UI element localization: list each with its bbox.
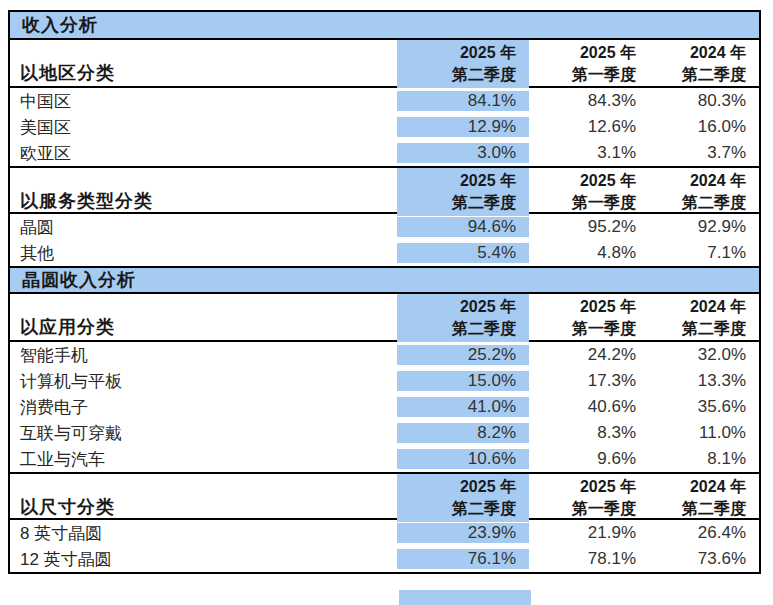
column-header-2025-q2: 2025 年 第二季度 [397, 294, 529, 342]
value-cell: 16.0% [649, 117, 759, 137]
row-label: 互联与可穿戴 [10, 422, 397, 445]
column-header-2025-q1: 2025 年 第一季度 [529, 474, 649, 522]
row-label: 中国区 [10, 90, 397, 113]
row-label: 工业与汽车 [10, 448, 397, 471]
value-cell: 5.4% [397, 243, 529, 263]
table-row: 智能手机 25.2% 24.2% 32.0% [10, 342, 759, 368]
table-row: 晶圆 94.6% 95.2% 92.9% [10, 214, 759, 240]
value-cell: 10.6% [397, 449, 529, 469]
revenue-analysis-table: 收入分析 以地区分类 2025 年 第二季度 2025 年 第一季度 2024 … [8, 10, 761, 574]
value-cell: 23.9% [397, 523, 529, 543]
column-header-2024-q2: 2024 年 第二季度 [649, 474, 759, 522]
value-cell: 9.6% [529, 449, 649, 469]
value-cell: 95.2% [529, 217, 649, 237]
value-cell: 3.1% [529, 143, 649, 163]
column-header-2025-q2: 2025 年 第二季度 [397, 40, 529, 88]
row-label: 计算机与平板 [10, 370, 397, 393]
report-page: 收入分析 以地区分类 2025 年 第二季度 2025 年 第一季度 2024 … [0, 0, 773, 605]
column-header-2025-q1: 2025 年 第一季度 [529, 40, 649, 88]
table-row: 消费电子 41.0% 40.6% 35.6% [10, 394, 759, 420]
section-band-wafer-revenue: 晶圆收入分析 [10, 266, 759, 294]
value-cell: 25.2% [397, 345, 529, 365]
row-label: 其他 [10, 242, 397, 265]
row-label: 晶圆 [10, 216, 397, 239]
group-header-row-region: 以地区分类 2025 年 第二季度 2025 年 第一季度 2024 年 第二季… [10, 40, 759, 88]
value-cell: 41.0% [397, 397, 529, 417]
value-cell: 76.1% [397, 549, 529, 569]
value-cell: 92.9% [649, 217, 759, 237]
column-header-2025-q2: 2025 年 第二季度 [397, 474, 529, 522]
section-band-revenue: 收入分析 [10, 12, 759, 40]
value-cell: 3.0% [397, 143, 529, 163]
column-header-2024-q2: 2024 年 第二季度 [649, 294, 759, 342]
table-row: 欧亚区 3.0% 3.1% 3.7% [10, 140, 759, 166]
column-header-2025-q2: 2025 年 第二季度 [397, 168, 529, 216]
value-cell: 32.0% [649, 345, 759, 365]
value-cell: 13.3% [649, 371, 759, 391]
value-cell: 26.4% [649, 523, 759, 543]
value-cell: 15.0% [397, 371, 529, 391]
group-header-row-service-type: 以服务类型分类 2025 年 第二季度 2025 年 第一季度 2024 年 第… [10, 166, 759, 214]
value-cell: 80.3% [649, 91, 759, 111]
value-cell: 17.3% [529, 371, 649, 391]
group-title-size: 以尺寸分类 [10, 495, 397, 522]
table-row: 互联与可穿戴 8.2% 8.3% 11.0% [10, 420, 759, 446]
value-cell: 4.8% [529, 243, 649, 263]
table-row: 8 英寸晶圆 23.9% 21.9% 26.4% [10, 520, 759, 546]
value-cell: 8.1% [649, 449, 759, 469]
column-header-2025-q1: 2025 年 第一季度 [529, 294, 649, 342]
table-row: 12 英寸晶圆 76.1% 78.1% 73.6% [10, 546, 759, 572]
group-title-region: 以地区分类 [10, 61, 397, 88]
column-header-2024-q2: 2024 年 第二季度 [649, 40, 759, 88]
row-label: 智能手机 [10, 344, 397, 367]
row-label: 12 英寸晶圆 [10, 548, 397, 571]
section-title: 收入分析 [22, 13, 98, 37]
table-row: 其他 5.4% 4.8% 7.1% [10, 240, 759, 266]
group-header-row-size: 以尺寸分类 2025 年 第二季度 2025 年 第一季度 2024 年 第二季… [10, 472, 759, 520]
value-cell: 40.6% [529, 397, 649, 417]
table-row: 计算机与平板 15.0% 17.3% 13.3% [10, 368, 759, 394]
value-cell: 12.9% [397, 117, 529, 137]
value-cell: 84.1% [397, 91, 529, 111]
value-cell: 7.1% [649, 243, 759, 263]
value-cell: 8.2% [397, 423, 529, 443]
highlight-column-overflow [399, 590, 531, 605]
row-label: 欧亚区 [10, 142, 397, 165]
section-title: 晶圆收入分析 [22, 268, 136, 292]
value-cell: 84.3% [529, 91, 649, 111]
group-title-application: 以应用分类 [10, 315, 397, 342]
group-header-row-application: 以应用分类 2025 年 第二季度 2025 年 第一季度 2024 年 第二季… [10, 294, 759, 342]
column-header-2025-q1: 2025 年 第一季度 [529, 168, 649, 216]
row-label: 美国区 [10, 116, 397, 139]
value-cell: 11.0% [649, 423, 759, 443]
row-label: 消费电子 [10, 396, 397, 419]
table-row: 中国区 84.1% 84.3% 80.3% [10, 88, 759, 114]
value-cell: 94.6% [397, 217, 529, 237]
table-row: 美国区 12.9% 12.6% 16.0% [10, 114, 759, 140]
value-cell: 3.7% [649, 143, 759, 163]
value-cell: 73.6% [649, 549, 759, 569]
value-cell: 21.9% [529, 523, 649, 543]
value-cell: 8.3% [529, 423, 649, 443]
value-cell: 35.6% [649, 397, 759, 417]
row-label: 8 英寸晶圆 [10, 522, 397, 545]
group-title-service-type: 以服务类型分类 [10, 189, 397, 216]
value-cell: 12.6% [529, 117, 649, 137]
value-cell: 24.2% [529, 345, 649, 365]
value-cell: 78.1% [529, 549, 649, 569]
table-row: 工业与汽车 10.6% 9.6% 8.1% [10, 446, 759, 472]
column-header-2024-q2: 2024 年 第二季度 [649, 168, 759, 216]
